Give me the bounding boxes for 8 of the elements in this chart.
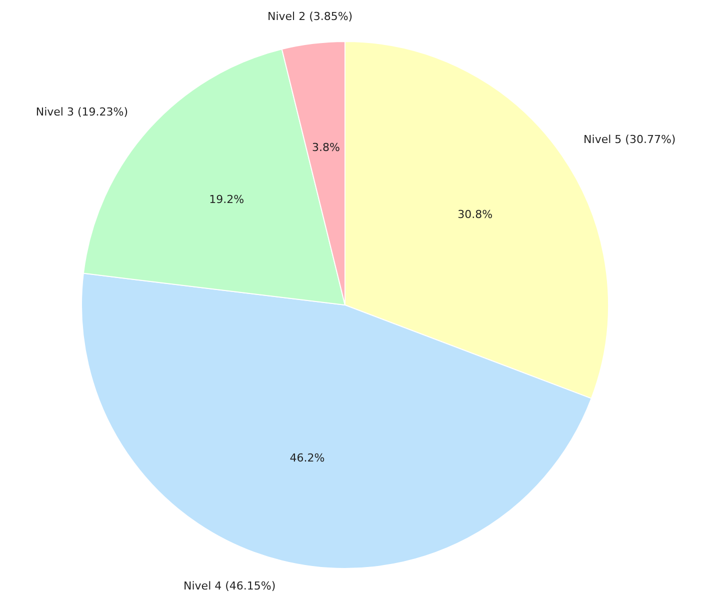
data-label: 19.2% bbox=[209, 193, 244, 206]
data-label: 30.8% bbox=[458, 208, 493, 222]
slice-label: Nivel 3 (19.23%) bbox=[36, 106, 128, 119]
slice-label: Nivel 4 (46.15%) bbox=[184, 579, 276, 592]
data-label: 3.8% bbox=[312, 140, 340, 154]
data-label: 46.2% bbox=[290, 451, 325, 464]
slice-label: Nivel 5 (30.77%) bbox=[584, 133, 676, 146]
slice-label: Nivel 2 (3.85%) bbox=[267, 10, 353, 24]
